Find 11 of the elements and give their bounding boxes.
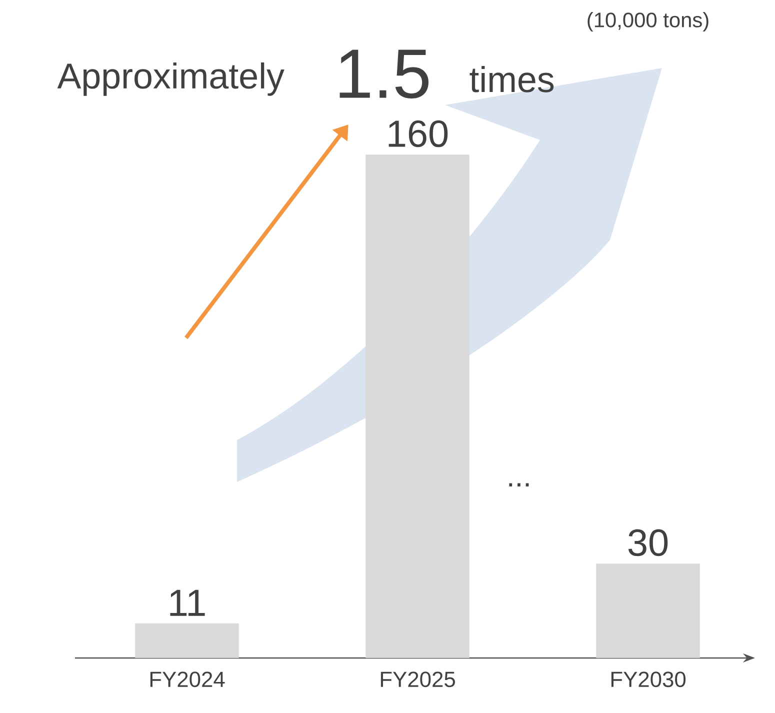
- x-tick-label: FY2024: [150, 672, 225, 688]
- text: times: [470, 66, 554, 92]
- text: (10,000 tons): [588, 12, 708, 32]
- text: 1.5: [340, 50, 428, 98]
- text: Approximately: [57, 62, 284, 96]
- data-label: 11: [170, 590, 205, 616]
- data-label: 30: [628, 529, 668, 556]
- x-tick-label: FY2025: [380, 672, 455, 688]
- data-label: 160: [388, 120, 448, 148]
- x-tick-label: FY2030: [611, 672, 686, 688]
- annotation: ...: [509, 483, 529, 486]
